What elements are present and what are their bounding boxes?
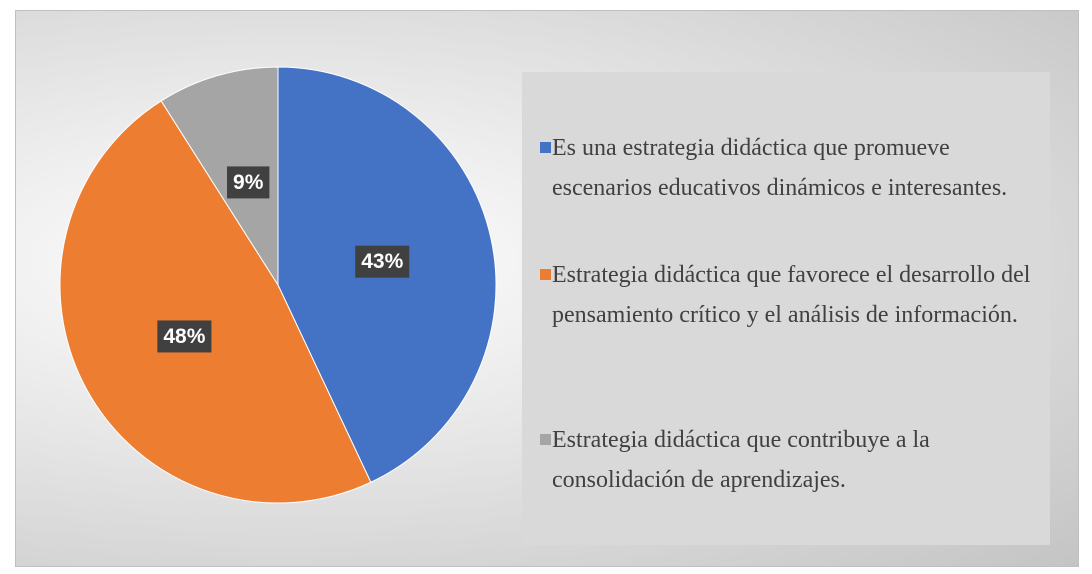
pie-slice	[59, 100, 372, 504]
data-label-box	[157, 320, 212, 353]
legend-label: Es una estrategia didáctica que promueve…	[552, 135, 1008, 201]
legend-swatch	[540, 434, 551, 445]
legend-label: Estrategia didáctica que contribuye a la…	[552, 427, 930, 493]
legend-label: Estrategia didáctica que favorece el des…	[552, 262, 1031, 328]
pie-slice	[160, 66, 279, 287]
legend: Es una estrategia didáctica que promueve…	[522, 72, 1050, 545]
data-label: 9%	[227, 166, 270, 199]
data-label-text: 43%	[361, 250, 403, 273]
legend-entry: Es una estrategia didáctica que promueve…	[540, 128, 1047, 208]
legend-entry: Estrategia didáctica que favorece el des…	[540, 255, 1047, 335]
legend-swatch	[540, 269, 551, 280]
data-label-text: 9%	[233, 171, 264, 194]
data-label-text: 48%	[163, 325, 205, 348]
data-label: 48%	[157, 320, 212, 353]
legend-swatch	[540, 142, 551, 153]
data-label-box	[227, 166, 270, 199]
legend-entry: Estrategia didáctica que contribuye a la…	[540, 420, 1047, 500]
data-label: 43%	[355, 245, 410, 278]
data-label-box	[355, 245, 410, 278]
